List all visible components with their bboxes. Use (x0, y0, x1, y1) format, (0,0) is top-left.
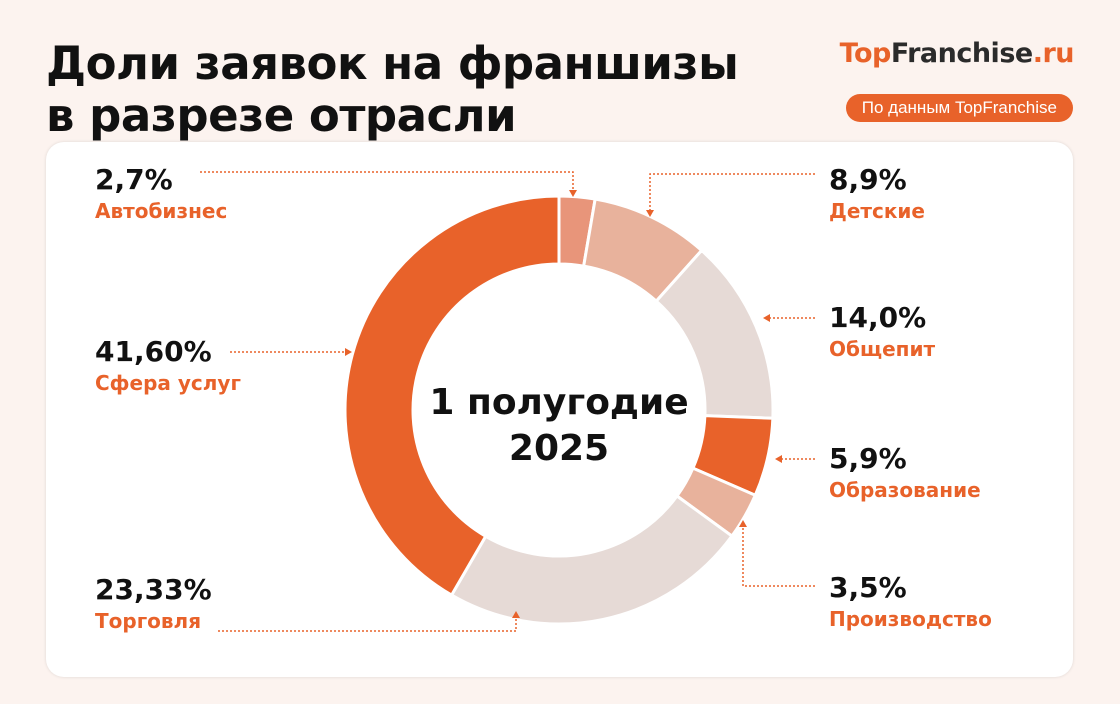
segment-uslugi (343, 194, 561, 598)
logo-top: Top (839, 38, 892, 69)
category: Детские (829, 199, 925, 223)
label-uslugi: 41,60% Сфера услуг (95, 336, 241, 398)
category: Образование (829, 478, 981, 502)
pct: 14,0% (829, 301, 927, 334)
label-obrazovanie: 5,9% Образование (829, 443, 981, 505)
arrow-heads (345, 190, 782, 618)
logo-ru: .ru (1032, 38, 1075, 69)
title-line-2: в разрезе отрасли (46, 89, 517, 142)
chart-center-label: 1 полугодие 2025 (409, 380, 709, 472)
category: Торговля (95, 609, 202, 633)
donut-segments (343, 194, 775, 626)
label-proizvodstvo: 3,5% Производство (829, 572, 992, 634)
label-detskie: 8,9% Детские (829, 164, 925, 226)
label-torgovlya: 23,33% Торговля (95, 574, 212, 636)
logo: TopFranchise.ru (839, 38, 1075, 69)
year-label: 2025 (508, 428, 610, 469)
title-line-1: Доли заявок на франшизы (46, 37, 739, 90)
logo-franchise: Franchise (890, 38, 1033, 69)
category: Производство (829, 607, 992, 631)
label-avto: 2,7% Автобизнес (95, 164, 227, 226)
label-obshchepit: 14,0% Общепит (829, 302, 935, 364)
segment-torgovlya (449, 493, 735, 626)
pct: 23,33% (95, 573, 212, 606)
pct: 3,5% (829, 571, 907, 604)
leader-lines (200, 171, 815, 632)
pct: 2,7% (95, 163, 173, 196)
category: Автобизнес (95, 199, 228, 223)
pct: 41,60% (95, 335, 212, 368)
source-badge: По данным TopFranchise (845, 94, 1073, 122)
pct: 8,9% (829, 163, 907, 196)
pct: 5,9% (829, 442, 907, 475)
category: Сфера услуг (95, 371, 241, 395)
page-title: Доли заявок на франшизы в разрезе отрасл… (46, 37, 739, 142)
category: Общепит (829, 337, 936, 361)
period-label: 1 полугодие (429, 382, 689, 423)
